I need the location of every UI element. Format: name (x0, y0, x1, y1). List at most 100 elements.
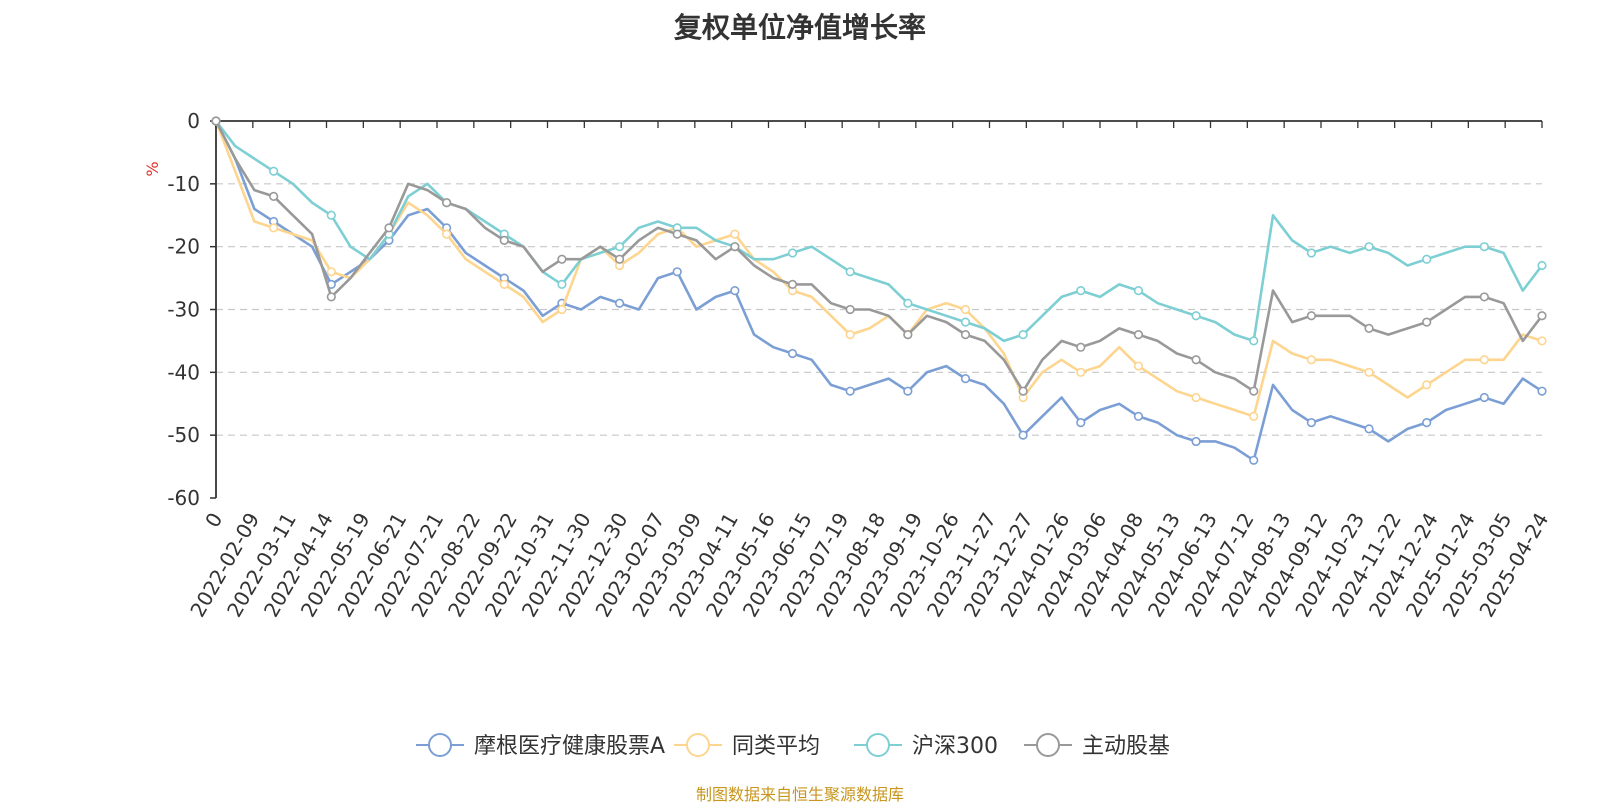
legend-item[interactable]: 沪深300 (854, 733, 998, 759)
legend: 摩根医疗健康股票A 同类平均 沪深300 主动股基 (416, 733, 1170, 759)
series-point-1[interactable] (1364, 367, 1374, 377)
series-point-0[interactable] (614, 298, 625, 308)
legend-label: 同类平均 (732, 734, 820, 759)
legend-marker-icon (686, 733, 710, 757)
series-point-3[interactable] (1133, 330, 1144, 340)
series-point-0[interactable] (1249, 455, 1259, 465)
series-point-3[interactable] (1537, 311, 1547, 321)
series-point-2[interactable] (787, 248, 798, 258)
series-point-1[interactable] (269, 223, 279, 233)
series-point-2[interactable] (1191, 311, 1201, 321)
series-point-3[interactable] (1364, 323, 1374, 333)
series-point-0[interactable] (1479, 392, 1489, 403)
series-point-3[interactable] (1249, 386, 1259, 396)
series-point-0[interactable] (1133, 411, 1144, 421)
series-point-0[interactable] (730, 286, 740, 296)
series-point-0[interactable] (672, 267, 682, 277)
legend-marker-icon (866, 733, 890, 757)
series-point-2[interactable] (960, 317, 971, 327)
legend-item[interactable]: 同类平均 (674, 733, 820, 759)
y-tick-label: -40 (167, 360, 200, 384)
series-point-0[interactable] (1018, 430, 1028, 440)
series-point-0[interactable] (1537, 386, 1547, 396)
series-point-1[interactable] (1306, 355, 1316, 365)
series-point-0[interactable] (1422, 418, 1432, 428)
series-point-2[interactable] (1018, 330, 1028, 340)
series-line-2 (214, 119, 1544, 343)
series-point-1[interactable] (326, 267, 336, 277)
series-point-3[interactable] (442, 198, 452, 208)
series-point-3[interactable] (1191, 355, 1201, 365)
series-point-3[interactable] (845, 304, 855, 315)
series-point-3[interactable] (903, 330, 913, 340)
series-point-1[interactable] (1076, 367, 1086, 377)
series-point-0[interactable] (1191, 436, 1201, 447)
series-point-3[interactable] (1018, 386, 1028, 396)
data-source-note: 制图数据来自恒生聚源数据库 (695, 785, 904, 804)
series-point-3[interactable] (269, 191, 279, 201)
legend-item[interactable]: 主动股基 (1024, 733, 1170, 759)
series-point-3[interactable] (730, 242, 740, 252)
series-point-3[interactable] (384, 223, 394, 233)
chart-title: 复权单位净值增长率 (673, 11, 926, 44)
series-point-3[interactable] (211, 116, 221, 126)
series-point-1[interactable] (960, 304, 971, 315)
series-point-2[interactable] (1479, 242, 1489, 252)
series-point-2[interactable] (269, 166, 279, 176)
series-point-3[interactable] (499, 235, 509, 245)
series-point-2[interactable] (614, 242, 625, 252)
y-tick-label: -50 (167, 423, 200, 447)
series-point-0[interactable] (960, 374, 971, 384)
series-point-3[interactable] (326, 292, 336, 302)
legend-marker-icon (1036, 733, 1060, 757)
series-point-1[interactable] (845, 330, 855, 340)
series-point-0[interactable] (787, 348, 798, 359)
series-point-1[interactable] (730, 229, 740, 239)
series-point-2[interactable] (1306, 248, 1316, 258)
legend-marker-icon (428, 733, 452, 757)
series-point-2[interactable] (1076, 286, 1086, 296)
series-point-3[interactable] (1479, 292, 1489, 302)
series-point-0[interactable] (1076, 418, 1086, 428)
legend-item[interactable]: 摩根医疗健康股票A (416, 733, 665, 759)
x-tick-label: 0 (200, 509, 227, 532)
y-tick-label: 0 (187, 109, 200, 133)
series-point-2[interactable] (903, 298, 913, 308)
series-point-0[interactable] (1306, 418, 1316, 428)
series-point-3[interactable] (672, 229, 682, 239)
series-point-2[interactable] (1422, 254, 1432, 264)
series-point-2[interactable] (326, 210, 336, 220)
series-point-3[interactable] (1306, 311, 1316, 321)
series-point-2[interactable] (1537, 260, 1547, 271)
series-point-3[interactable] (1076, 342, 1086, 352)
series-line-0 (214, 119, 1544, 462)
series-point-3[interactable] (614, 254, 625, 264)
series-point-3[interactable] (787, 279, 798, 289)
series-point-1[interactable] (1422, 380, 1432, 390)
series-line-3 (214, 119, 1544, 393)
series-point-2[interactable] (557, 279, 567, 289)
series-point-2[interactable] (1364, 242, 1374, 252)
series-point-1[interactable] (1537, 336, 1547, 346)
series-point-0[interactable] (1364, 424, 1374, 434)
y-tick-label: -20 (167, 235, 200, 259)
series-point-1[interactable] (499, 279, 509, 289)
series-point-1[interactable] (1133, 361, 1144, 371)
grid-lines (216, 183, 1542, 436)
series-point-2[interactable] (1133, 286, 1144, 296)
axes: 0-10-20-30-40-50-60%02022-02-092022-03-1… (143, 109, 1553, 621)
series-point-0[interactable] (903, 386, 913, 396)
series-point-2[interactable] (845, 267, 855, 277)
series-point-1[interactable] (442, 229, 452, 239)
legend-label: 主动股基 (1082, 734, 1170, 759)
series-point-1[interactable] (1249, 411, 1259, 421)
series-point-1[interactable] (1191, 392, 1201, 403)
series-point-3[interactable] (557, 254, 567, 264)
series-point-1[interactable] (557, 304, 567, 315)
series-point-0[interactable] (845, 386, 855, 396)
series-point-1[interactable] (1479, 355, 1489, 365)
series-point-2[interactable] (1249, 336, 1259, 346)
y-tick-label: -60 (167, 486, 200, 510)
series-point-3[interactable] (1422, 317, 1432, 327)
series-point-3[interactable] (960, 330, 971, 340)
